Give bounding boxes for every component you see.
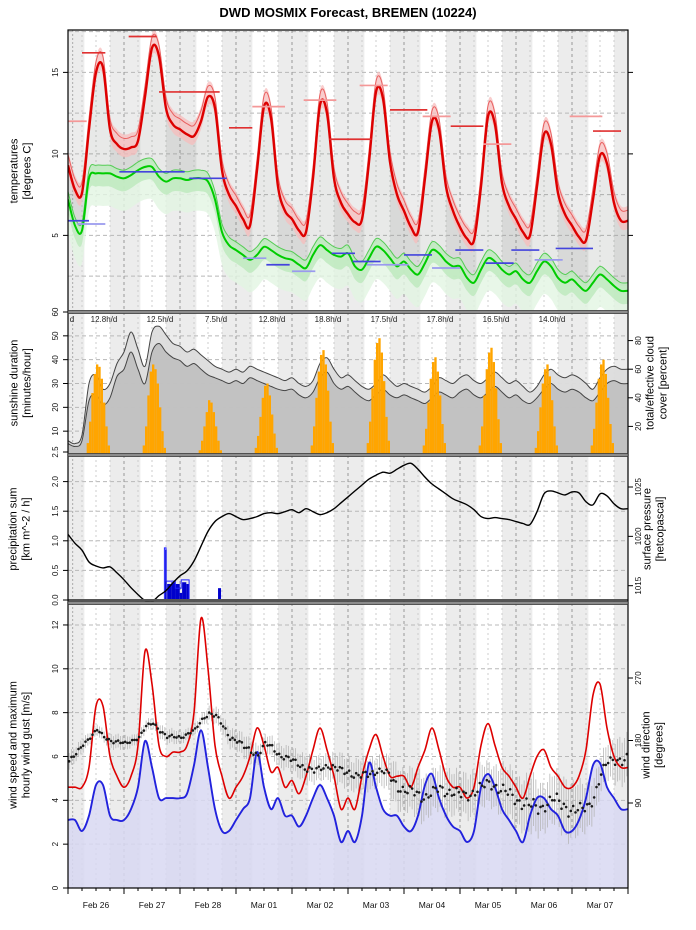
svg-text:Feb 28: Feb 28 bbox=[195, 900, 222, 910]
svg-text:Feb 26: Feb 26 bbox=[83, 900, 110, 910]
panel-p3 bbox=[68, 455, 628, 603]
svg-text:12.8h/d: 12.8h/d bbox=[91, 315, 118, 324]
svg-text:90: 90 bbox=[634, 798, 643, 807]
svg-text:Mar 04: Mar 04 bbox=[419, 900, 446, 910]
svg-text:18.8h/d: 18.8h/d bbox=[315, 315, 342, 324]
svg-text:10: 10 bbox=[51, 426, 60, 435]
svg-text:Mar 06: Mar 06 bbox=[531, 900, 558, 910]
svg-text:40: 40 bbox=[634, 393, 643, 402]
svg-text:1.0: 1.0 bbox=[51, 535, 60, 547]
svg-text:180: 180 bbox=[634, 733, 643, 747]
panel-p4 bbox=[68, 603, 628, 888]
svg-text:40: 40 bbox=[51, 355, 60, 364]
svg-text:2: 2 bbox=[51, 841, 60, 846]
svg-text:12.5h/d: 12.5h/d bbox=[147, 315, 174, 324]
svg-text:14.0h/d: 14.0h/d bbox=[539, 315, 566, 324]
svg-text:30: 30 bbox=[51, 379, 60, 388]
svg-text:60: 60 bbox=[51, 307, 60, 316]
svg-text:Mar 03: Mar 03 bbox=[363, 900, 390, 910]
svg-text:20: 20 bbox=[51, 402, 60, 411]
svg-text:17.8h/d: 17.8h/d bbox=[427, 315, 454, 324]
svg-text:2.0: 2.0 bbox=[51, 475, 60, 487]
svg-text:1015: 1015 bbox=[634, 576, 643, 594]
svg-text:1.5: 1.5 bbox=[51, 505, 60, 517]
svg-text:4: 4 bbox=[51, 798, 60, 803]
panel-p1 bbox=[68, 30, 628, 312]
svg-text:50: 50 bbox=[51, 331, 60, 340]
chart-title: DWD MOSMIX Forecast, BREMEN (10224) bbox=[219, 5, 477, 20]
svg-text:Mar 05: Mar 05 bbox=[475, 900, 502, 910]
svg-text:Mar 07: Mar 07 bbox=[587, 900, 614, 910]
panel-p2: 12.8h/d 12.5h/d 7.5h/d 12.8h/d 18.8h/d 17.5h/… bbox=[68, 312, 628, 455]
svg-text:12.8h/d: 12.8h/d bbox=[259, 315, 286, 324]
svg-text:0: 0 bbox=[51, 885, 60, 890]
svg-text:5: 5 bbox=[51, 233, 60, 238]
svg-text:16.5h/d: 16.5h/d bbox=[483, 315, 510, 324]
svg-text:Feb 27: Feb 27 bbox=[139, 900, 166, 910]
svg-text:Mar 02: Mar 02 bbox=[307, 900, 334, 910]
svg-text:17.5h/d: 17.5h/d bbox=[371, 315, 398, 324]
svg-text:0.0: 0.0 bbox=[51, 594, 60, 606]
svg-text:1025: 1025 bbox=[634, 478, 643, 496]
svg-text:20: 20 bbox=[634, 421, 643, 430]
svg-text:1020: 1020 bbox=[634, 527, 643, 545]
svg-text:270: 270 bbox=[634, 671, 643, 685]
svg-text:7.5h/d: 7.5h/d bbox=[205, 315, 227, 324]
svg-text:15: 15 bbox=[51, 67, 60, 76]
svg-text:60: 60 bbox=[634, 364, 643, 373]
svg-text:12: 12 bbox=[51, 620, 60, 629]
svg-text:2.5: 2.5 bbox=[51, 446, 60, 458]
svg-text:8: 8 bbox=[51, 710, 60, 715]
svg-text:0.5: 0.5 bbox=[51, 564, 60, 576]
svg-text:6: 6 bbox=[51, 754, 60, 759]
svg-text:Mar 01: Mar 01 bbox=[251, 900, 278, 910]
svg-text:10: 10 bbox=[51, 149, 60, 158]
svg-text:80: 80 bbox=[634, 336, 643, 345]
svg-text:d: d bbox=[70, 315, 74, 324]
svg-text:10: 10 bbox=[51, 664, 60, 673]
